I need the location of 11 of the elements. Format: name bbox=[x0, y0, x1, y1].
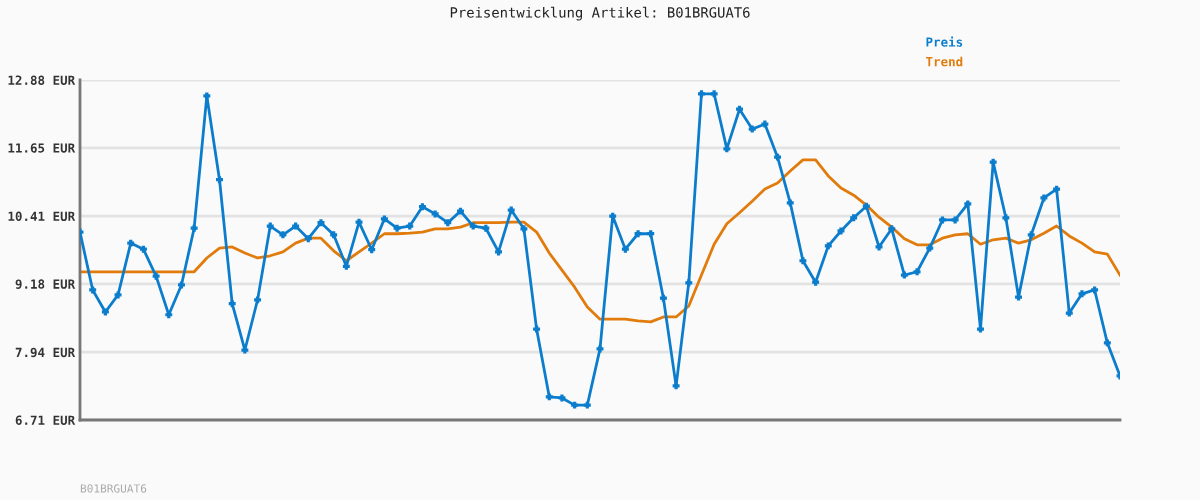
y-tick-label: 11.65 EUR bbox=[8, 143, 76, 153]
y-tick-label: 12.88 EUR bbox=[8, 75, 76, 85]
text: Trend bbox=[926, 56, 963, 67]
chart-title: Preisentwicklung Artikel: B01BRGUAT6 bbox=[450, 6, 750, 21]
text: B01BRGUAT6 bbox=[80, 484, 147, 493]
y-tick-label: 7.94 EUR bbox=[15, 347, 76, 358]
y-tick-label: 9.18 EUR bbox=[15, 279, 76, 289]
y-tick-label: 6.71 EUR bbox=[15, 415, 76, 425]
y-tick-label: 10.41 EUR bbox=[8, 211, 76, 222]
line-series bbox=[80, 158, 1120, 324]
text: Preis bbox=[926, 36, 963, 47]
